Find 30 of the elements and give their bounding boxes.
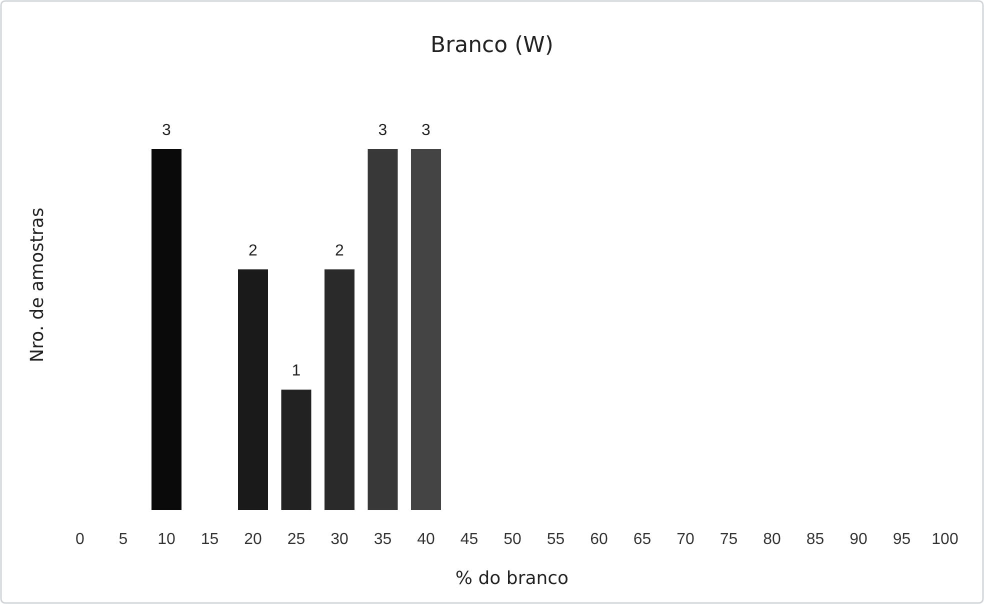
x-tick-label: 20 xyxy=(244,531,262,548)
x-tick-label: 55 xyxy=(546,531,565,548)
data-label: 1 xyxy=(292,362,301,380)
x-tick-label: 50 xyxy=(504,531,522,548)
y-axis-title: Nro. de amostras xyxy=(27,208,48,362)
x-axis-title: % do branco xyxy=(455,568,569,589)
x-tick-label: 40 xyxy=(417,531,435,548)
x-tick-label: 95 xyxy=(892,531,911,548)
chart-title: Branco (W) xyxy=(430,33,554,58)
x-tick-label: 10 xyxy=(158,531,176,548)
data-label: 2 xyxy=(248,242,258,260)
x-tick-label: 0 xyxy=(76,531,85,548)
x-tick-label: 70 xyxy=(676,531,694,548)
x-tick-label: 80 xyxy=(763,531,781,548)
x-tick-label: 30 xyxy=(330,531,348,548)
x-tick-label: 100 xyxy=(932,531,958,548)
x-tick-label: 60 xyxy=(590,531,608,548)
x-tick-label: 45 xyxy=(460,531,478,548)
data-label: 3 xyxy=(378,122,388,139)
x-tick-label: 35 xyxy=(374,531,392,548)
x-tick-label: 65 xyxy=(633,531,652,548)
data-label: 2 xyxy=(335,242,344,260)
x-tick-label: 90 xyxy=(850,531,868,548)
x-tick-label: 75 xyxy=(720,531,738,548)
x-tick-label: 85 xyxy=(806,531,824,548)
data-label: 3 xyxy=(162,122,172,139)
x-tick-label: 25 xyxy=(287,531,306,548)
x-tick-label: 5 xyxy=(118,531,128,548)
x-tick-label: 15 xyxy=(200,531,219,548)
data-label: 3 xyxy=(422,122,431,139)
